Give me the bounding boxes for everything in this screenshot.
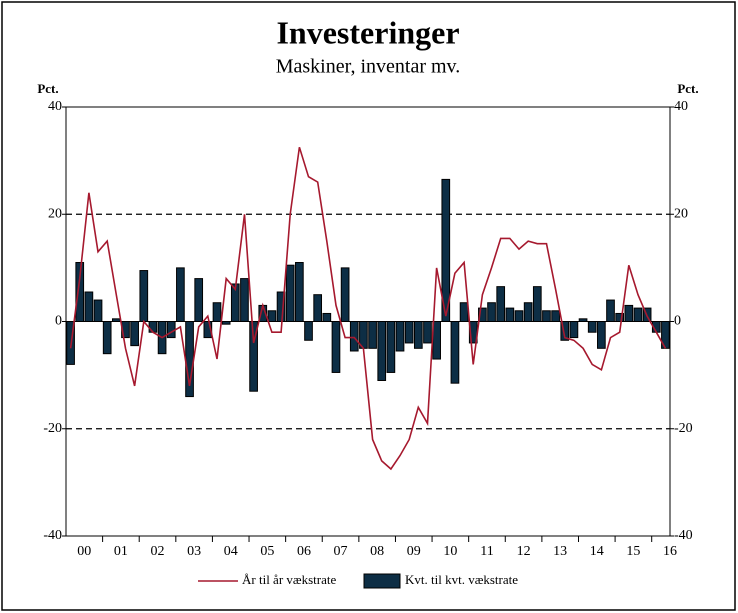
bar — [267, 310, 277, 322]
y2-axis-label: Pct. — [677, 81, 698, 96]
legend-swatch — [363, 573, 401, 589]
bar — [240, 278, 249, 323]
x-tick-label: 09 — [407, 544, 421, 559]
x-tick-label: 13 — [553, 544, 567, 559]
bar — [514, 310, 524, 322]
bar — [285, 264, 295, 323]
legend-label: År til år vækstrate — [242, 572, 336, 587]
y2-tick-label: 40 — [674, 99, 688, 114]
bar — [176, 267, 185, 322]
bar — [368, 321, 377, 349]
bar — [505, 307, 515, 322]
y2-tick-label: -20 — [674, 421, 693, 436]
chart-title: Investeringer — [276, 14, 459, 50]
bar — [432, 321, 441, 360]
bar — [166, 321, 176, 339]
bar — [423, 321, 432, 344]
y-tick-label: 40 — [48, 99, 62, 114]
x-tick-label: 04 — [224, 544, 238, 559]
bar — [93, 299, 103, 322]
bar — [496, 286, 506, 322]
bar — [84, 291, 94, 323]
bar — [148, 321, 158, 333]
x-tick-label: 10 — [443, 544, 457, 559]
bar — [606, 299, 615, 322]
legend-label: Kvt. til kvt. vækstrate — [405, 572, 518, 587]
y-tick-label: 20 — [48, 206, 62, 221]
bar — [331, 321, 341, 373]
x-tick-label: 08 — [370, 544, 384, 559]
y-tick-label: -20 — [43, 421, 62, 436]
bar — [102, 321, 112, 355]
bar — [212, 302, 222, 323]
bar — [395, 321, 405, 352]
bar — [194, 278, 204, 323]
bar — [377, 321, 387, 381]
x-tick-label: 06 — [297, 544, 311, 559]
bar — [404, 321, 414, 344]
x-tick-label: 03 — [187, 544, 201, 559]
y-axis-label: Pct. — [37, 81, 58, 96]
bar — [597, 321, 606, 349]
bar — [532, 286, 542, 322]
bar — [450, 321, 460, 384]
bar — [569, 321, 579, 339]
x-tick-label: 12 — [517, 544, 531, 559]
bar — [633, 307, 643, 322]
bar — [624, 304, 634, 323]
line — [69, 146, 667, 471]
bar — [304, 321, 313, 341]
bar — [487, 302, 496, 323]
x-tick-label: 14 — [590, 544, 604, 559]
bar — [295, 262, 304, 323]
x-tick-label: 16 — [663, 544, 677, 559]
y-tick-label: 0 — [55, 314, 62, 329]
bar — [322, 312, 332, 322]
bar — [551, 310, 560, 322]
x-tick-label: 01 — [114, 544, 128, 559]
bar — [130, 321, 139, 347]
bar — [313, 294, 323, 322]
bar — [587, 321, 597, 333]
x-tick-label: 02 — [151, 544, 165, 559]
y2-tick-label: 0 — [674, 314, 681, 329]
y-tick-label: -40 — [43, 528, 62, 543]
bar — [139, 270, 149, 322]
bar — [349, 321, 359, 352]
bar — [523, 302, 533, 323]
x-tick-label: 05 — [260, 544, 274, 559]
y2-tick-label: -40 — [674, 528, 693, 543]
x-tick-label: 11 — [480, 544, 493, 559]
bar — [542, 310, 551, 322]
x-tick-label: 07 — [334, 544, 348, 559]
y2-tick-label: 20 — [674, 206, 688, 221]
bar — [340, 267, 350, 322]
x-tick-label: 15 — [626, 544, 640, 559]
chart-subtitle: Maskiner, inventar mv. — [276, 56, 461, 78]
bar — [386, 321, 396, 373]
x-tick-label: 00 — [77, 544, 91, 559]
bar — [413, 321, 423, 349]
bar — [459, 302, 469, 323]
